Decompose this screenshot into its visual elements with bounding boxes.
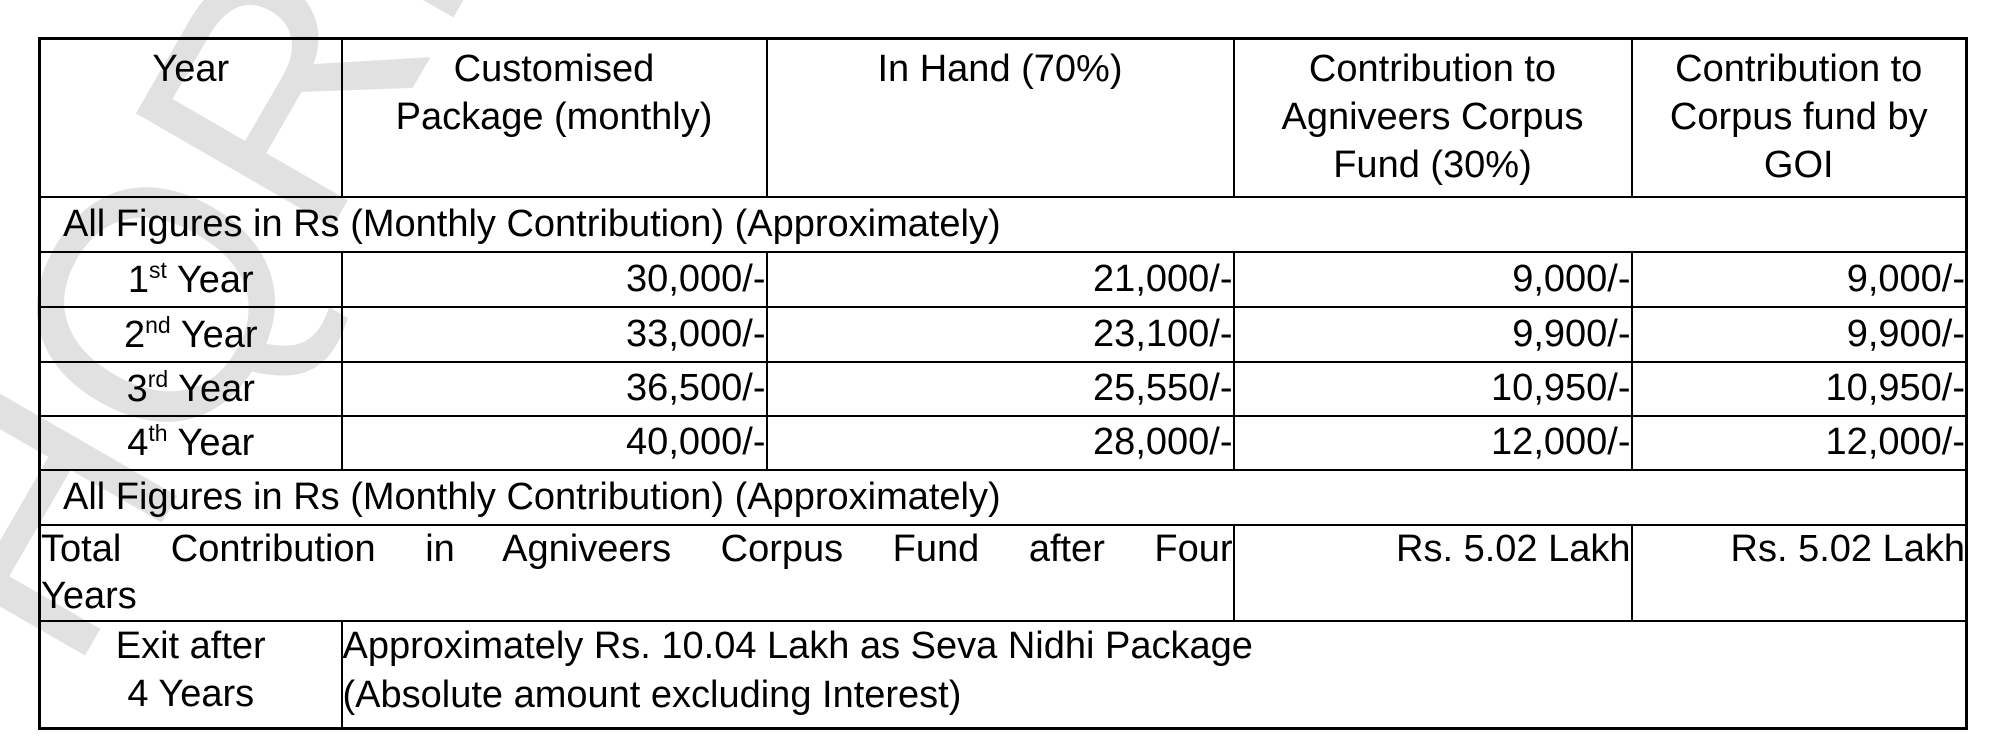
year-word: Year [180,313,258,356]
cell-corpus-fund-4: 12,000/- [1232,414,1633,471]
year-ordinal: nd [145,311,171,338]
total-contribution-row: Total Contribution in Agniveers Corpus F… [38,523,1968,622]
col-header-line: Agniveers Corpus [1281,96,1584,138]
year-number: 4 [127,422,149,464]
year-ordinal: rd [147,366,169,392]
col-header-corpus-fund-30: Contribution to Agniveers Corpus Fund (3… [1232,37,1633,198]
cell-in-hand-3: 25,550/- [765,360,1235,417]
note-row-1: All Figures in Rs (Monthly Contribution)… [38,195,1968,253]
note-row-2: All Figures in Rs (Monthly Contribution)… [38,468,1968,526]
col-header-corpus-fund-goi: Contribution to Corpus fund by GOI [1630,37,1968,198]
year-number: 3 [126,368,148,410]
exit-label: Exit after 4 Years [38,619,343,730]
col-header-line: Fund (30%) [1333,144,1532,186]
agniveer-package-table: Year Customised Package (monthly) In Han… [38,37,1968,730]
col-header-year: Year [38,37,343,198]
year-word: Year [177,422,255,464]
col-header-line: Customised [453,48,655,90]
year-ordinal: th [148,420,168,446]
note-row-1-text: All Figures in Rs (Monthly Contribution)… [38,195,1968,253]
col-header-line: Corpus fund by [1669,96,1928,138]
cell-package-2: 33,000/- [340,305,768,363]
year-number: 2 [123,313,146,356]
cell-total-corpus-fund: Rs. 5.02 Lakh [1232,523,1633,622]
note-row-2-text: All Figures in Rs (Monthly Contribution)… [38,468,1968,526]
year-word: Year [178,368,255,410]
cell-package-1: 30,000/- [340,250,768,308]
year-number: 1 [127,258,149,301]
cell-goi-4: 12,000/- [1630,414,1968,471]
cell-year-3: 3rd Year [38,360,343,417]
cell-corpus-fund-2: 9,900/- [1232,305,1633,363]
cell-corpus-fund-3: 10,950/- [1232,360,1633,417]
cell-in-hand-1: 21,000/- [765,250,1235,308]
cell-year-1: 1st Year [38,250,343,308]
year-ordinal: st [148,256,167,283]
year-word: Year [176,258,254,301]
cell-in-hand-4: 28,000/- [765,414,1235,471]
cell-goi-3: 10,950/- [1630,360,1968,417]
col-header-line: Contribution to [1308,48,1557,90]
total-label-line-1: Total Contribution in Agniveers Corpus F… [41,527,1233,570]
col-header-line: In Hand (70%) [877,48,1123,90]
cell-total-goi: Rs. 5.02 Lakh [1630,523,1968,622]
exit-desc-line-2: (Absolute amount excluding Interest) [342,673,962,716]
cell-package-4: 40,000/- [340,414,768,471]
table-row-year-2: 2nd Year 33,000/- 23,100/- 9,900/- 9,900/… [38,305,1968,363]
col-header-line: GOI [1763,144,1834,186]
total-label-line-2: Years [41,574,137,617]
table-row-year-1: 1st Year 30,000/- 21,000/- 9,000/- 9,000/… [38,250,1968,308]
col-header-year-line: Year [152,48,230,90]
cell-year-2: 2nd Year [38,305,343,363]
table-row-year-4: 4th Year 40,000/- 28,000/- 12,000/- 12,00… [38,414,1968,471]
exit-label-line-1: Exit after [115,624,266,667]
cell-package-3: 36,500/- [340,360,768,417]
table-row-year-3: 3rd Year 36,500/- 25,550/- 10,950/- 10,95… [38,360,1968,417]
col-header-in-hand: In Hand (70%) [765,37,1235,198]
col-header-line: Contribution to [1675,48,1923,90]
exit-label-line-2: 4 Years [127,672,255,715]
col-header-customised-package: Customised Package (monthly) [340,37,768,198]
col-header-line: Package (monthly) [395,96,713,138]
total-contribution-label: Total Contribution in Agniveers Corpus F… [38,523,1235,622]
cell-in-hand-2: 23,100/- [765,305,1235,363]
cell-corpus-fund-1: 9,000/- [1232,250,1633,308]
exit-desc-line-1: Approximately Rs. 10.04 Lakh as Seva Nid… [342,624,1253,667]
exit-description: Approximately Rs. 10.04 Lakh as Seva Nid… [340,619,1968,730]
header-row: Year Customised Package (monthly) In Han… [38,37,1968,198]
cell-year-4: 4th Year [38,414,343,471]
cell-goi-2: 9,900/- [1630,305,1968,363]
exit-row: Exit after 4 Years Approximately Rs. 10.… [38,619,1968,730]
cell-goi-1: 9,000/- [1630,250,1968,308]
